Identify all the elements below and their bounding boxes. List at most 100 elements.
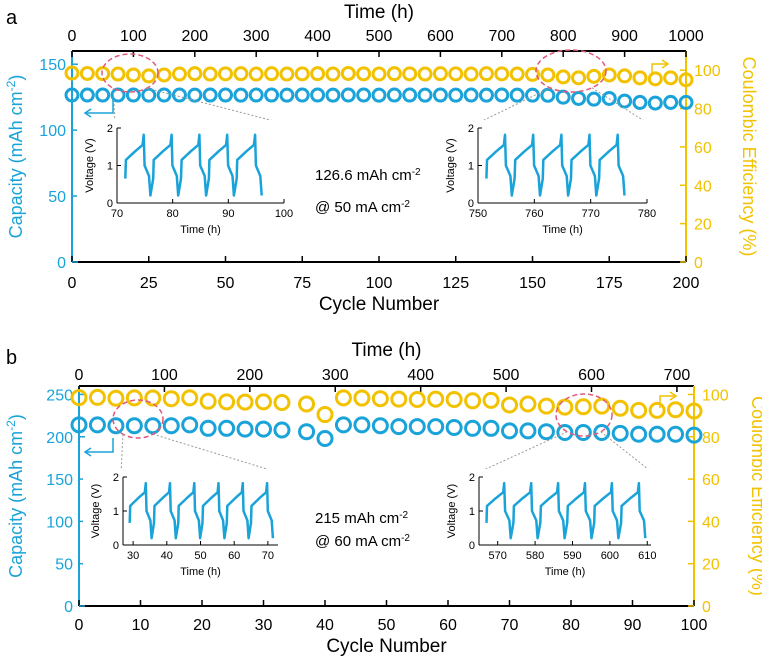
capacity-point [236,420,254,438]
top-x-tick-label: 300 [322,367,349,384]
capacity-point [556,424,574,442]
y-left-axis-title: Capacity (mAh cm-2) [4,414,26,578]
capacity-point [356,87,372,103]
capacity-point [408,418,426,436]
inset-x-title: Time (h) [542,224,583,236]
capacity-point [95,87,111,103]
capacity-point [593,424,611,442]
y-right-tick-label: 80 [694,102,712,119]
top-x-tick-label: 100 [120,28,147,45]
efficiency-point [218,393,236,411]
x-tick-label: 0 [68,275,77,292]
inset-plot: 0 1 2 750 760 770 780 Time (h) Voltage (V) [438,120,657,245]
x-tick-label: 80 [562,617,580,634]
inset-y-title: Voltage (V) [84,138,96,192]
capacity-point [667,425,685,443]
inset-y-tick-label: 1 [113,506,119,518]
capacity-point [601,90,617,106]
capacity-point [325,87,341,103]
capacity-point [402,87,418,103]
capacity-point [611,424,629,442]
efficiency-point [248,66,264,82]
voltage-profile-line [128,481,275,540]
efficiency-point [156,67,172,83]
inset-x-tick-label: 70 [111,208,123,220]
efficiency-point [107,389,125,407]
inset-y-tick-label: 1 [107,161,113,173]
efficiency-point [501,396,518,414]
efficiency-point [402,66,418,82]
inset-x-tick-label: 100 [275,208,293,220]
y-right-tick-label: 100 [702,387,729,404]
efficiency-point [340,65,356,81]
x-tick-label: 100 [366,275,393,292]
capacity-point [171,87,187,103]
efficiency-point [667,401,685,419]
x-tick-label: 50 [217,275,235,292]
capacity-point [448,87,464,103]
capacity-point [464,419,482,437]
capacity-point [279,87,295,103]
capacity-point [294,87,310,103]
capacity-point [540,87,556,103]
inset-y-tick-label: 0 [107,198,113,210]
x-axis-title: Cycle Number [326,636,447,657]
y-left-tick-label: 150 [39,57,66,74]
zoom-guide-line [591,87,650,125]
efficiency-axis-arrowhead [661,59,670,69]
voltage-profile-line [124,133,263,197]
capacity-point [340,87,356,103]
capacity-point [79,87,95,103]
efficiency-point [236,393,254,411]
inset-y-title: Voltage (V) [446,484,458,538]
top-x-tick-label: 800 [550,28,577,45]
efficiency-point [537,397,555,415]
efficiency-point [663,70,679,86]
efficiency-point [685,402,703,420]
top-x-tick-label: 700 [488,28,515,45]
efficiency-point [386,66,402,82]
capacity-point [494,87,510,103]
capacity-point [371,87,387,103]
efficiency-point [509,66,525,82]
efficiency-point [432,66,448,82]
x-tick-label: 10 [132,617,150,634]
efficiency-point [555,69,571,85]
efficiency-point [494,66,510,82]
capacity-point [218,87,233,103]
efficiency-point [617,68,633,84]
inset-x-tick-label: 30 [127,550,139,562]
efficiency-point [525,66,540,82]
x-tick-label: 50 [378,617,396,634]
inset-x-tick-label: 80 [167,208,179,220]
capacity-point [432,87,448,103]
efficiency-point [371,390,389,408]
zoom-guide-line [152,433,281,474]
efficiency-point [586,68,602,84]
x-axis-title: Cycle Number [319,294,440,315]
capacity-point [144,417,162,435]
capacity-point [555,89,571,105]
x-tick-label: 200 [673,275,700,292]
inset-y-tick-label: 2 [113,472,119,484]
inset-x-tick-label: 90 [222,208,234,220]
zoom-guide-line [476,431,568,474]
efficiency-point [648,401,666,419]
inset-x-tick-label: 60 [228,550,240,562]
y-right-axis-title: Coulombic Efficiency (%) [739,57,759,257]
capacity-point [298,423,316,441]
top-x-tick-label: 0 [68,28,77,45]
capacity-point [685,426,703,444]
efficiency-point [125,389,143,407]
top-x-tick-label: 600 [427,28,454,45]
top-x-tick-label: 500 [366,28,393,45]
zoom-highlight [555,393,613,437]
panel-label: b [6,347,17,369]
efficiency-point [70,389,88,407]
capacity-point [88,416,106,434]
capacity-point [141,87,157,103]
efficiency-point [294,66,310,82]
capacity-point [519,422,537,440]
inset-background [77,120,294,245]
